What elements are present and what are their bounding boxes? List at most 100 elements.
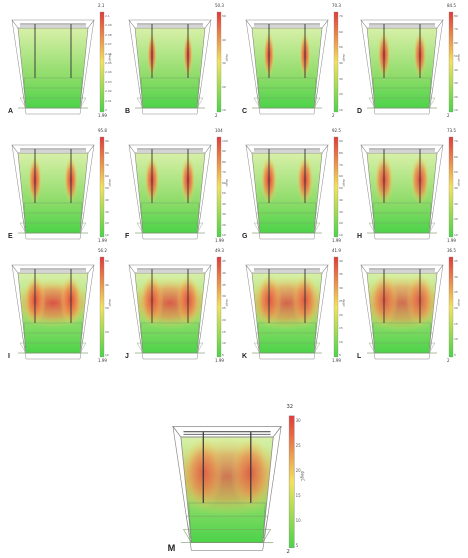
colorbar-tick: 15 [339, 326, 343, 331]
colorbar-tick: 70 [454, 139, 458, 143]
colorbar-tick: 5 [339, 353, 341, 357]
colorbar-tick: 40 [339, 197, 343, 202]
colorbar-unit: degC [225, 179, 229, 187]
colorbar-tick: 80 [339, 150, 343, 155]
cup-render [11, 11, 105, 115]
colorbar-tick: 30 [339, 76, 343, 81]
panel-f: F 104 1.99 100 90 80 70 60 50 40 30 20 10 degC [123, 125, 229, 245]
panel-label: H [357, 233, 363, 240]
colorbar-tick: 40 [105, 197, 109, 202]
colorbar-tick: 35 [454, 259, 458, 263]
colorbar-tick: 50 [222, 191, 226, 196]
cup-render [172, 415, 295, 551]
color-bar [216, 136, 222, 238]
colorbar-unit: degC [457, 54, 461, 62]
colorbar-tick: 20 [222, 84, 226, 89]
colorbar-unit: degC [299, 471, 305, 482]
colorbar-min: 2 [447, 358, 450, 363]
colorbar-min: 2 [332, 113, 335, 118]
colorbar-tick: 35 [222, 282, 226, 287]
heat-band [180, 436, 274, 517]
cup-body [134, 27, 206, 109]
panel-label: C [242, 108, 248, 115]
colorbar-tick: 30 [295, 418, 301, 424]
colorbar-tick: 70 [454, 27, 458, 32]
heat-band [18, 278, 88, 328]
cup-body [366, 27, 438, 109]
colorbar-tick: 50 [222, 14, 226, 18]
colorbar-tick: 50 [454, 54, 458, 59]
colorbar-max: 95.8 [98, 128, 107, 133]
panel-label: M [167, 542, 176, 553]
cup-render [245, 11, 339, 115]
colorbar-tick: 60 [454, 40, 458, 45]
colorbar-tick: 15 [454, 321, 458, 326]
colorbar-max: 92.5 [332, 128, 341, 133]
colorbar-max: 84.5 [447, 3, 456, 8]
cup-render [128, 136, 222, 240]
colorbar-max: 49.3 [215, 248, 224, 253]
cup-render [245, 136, 339, 240]
panel-label: A [8, 108, 14, 115]
colorbar-tick: 10 [105, 233, 109, 237]
panel-c: C 70.3 2 70 60 50 40 30 20 10 degC [240, 0, 346, 120]
colorbar-unit: degC [108, 54, 112, 62]
colorbar-tick: 2.02 [105, 89, 112, 94]
colorbar-tick: 30 [339, 209, 343, 214]
colorbar-tick: 30 [222, 61, 226, 65]
colorbar-tick: 60 [454, 154, 458, 159]
colorbar-max: 70.3 [332, 3, 341, 8]
colorbar-unit: degC [457, 299, 461, 307]
colorbar-tick: 5 [222, 353, 224, 357]
colorbar-max: 32 [286, 403, 294, 410]
colorbar-tick: 15 [295, 492, 301, 498]
colorbar-tick: 20 [339, 92, 343, 97]
cup-render [128, 11, 222, 115]
panel-a: A 2.1 1.99 2.1 2.09 2.08 2.07 2.06 2.05 2.04 2.03 2… [6, 0, 112, 120]
colorbar-min: 2 [447, 113, 450, 118]
colorbar-tick: 2.1 [105, 14, 110, 18]
panel-h: H 73.5 1.99 70 60 50 40 30 20 10 degC [355, 125, 461, 245]
colorbar-tick: 30 [454, 201, 458, 206]
colorbar-tick: 100 [222, 139, 228, 143]
colorbar-tick: 2.03 [105, 79, 112, 84]
colorbar-tick: 50 [339, 186, 343, 190]
cup-body [134, 152, 206, 234]
colorbar-tick: 90 [105, 139, 109, 143]
colorbar-min: 1.99 [332, 358, 341, 363]
colorbar-tick: 25 [295, 443, 301, 449]
colorbar-tick: 10 [222, 233, 226, 237]
color-bar [99, 11, 105, 113]
panel-label: G [242, 233, 248, 240]
colorbar-unit: degC [342, 54, 346, 62]
colorbar-tick: 2.09 [105, 23, 112, 28]
colorbar-min: 1.99 [98, 113, 107, 118]
colorbar-tick: 70 [339, 162, 343, 167]
colorbar-tick: 2.04 [105, 70, 112, 75]
panel-l: L 36.5 2 35 30 25 20 15 10 5 degC [355, 245, 461, 365]
colorbar-tick: 20 [339, 312, 343, 317]
panel-label: L [357, 353, 362, 360]
colorbar-tick: 30 [454, 81, 458, 86]
colorbar-tick: 80 [105, 150, 109, 155]
colorbar-tick: 10 [454, 233, 458, 237]
cup-render [360, 11, 454, 115]
colorbar-tick: 25 [454, 290, 458, 295]
colorbar-tick: 10 [339, 233, 343, 237]
colorbar-tick: 10 [339, 108, 343, 112]
colorbar-tick: 10 [454, 337, 458, 342]
color-bar [333, 136, 339, 238]
colorbar-tick: 30 [222, 212, 226, 217]
colorbar-tick: 90 [339, 139, 343, 143]
colorbar-tick: 10 [454, 108, 458, 112]
colorbar-max: 104 [215, 128, 223, 133]
panel-label: J [125, 353, 129, 360]
cup-render [245, 256, 339, 360]
panel-i: I 56.2 1.99 50 40 30 20 10 degC [6, 245, 112, 365]
panel-label: I [8, 353, 10, 360]
colorbar-tick: 2.01 [105, 98, 112, 103]
colorbar-min: 1.99 [98, 358, 107, 363]
colorbar-unit: degC [225, 299, 229, 307]
colorbar-tick: 80 [454, 14, 458, 18]
